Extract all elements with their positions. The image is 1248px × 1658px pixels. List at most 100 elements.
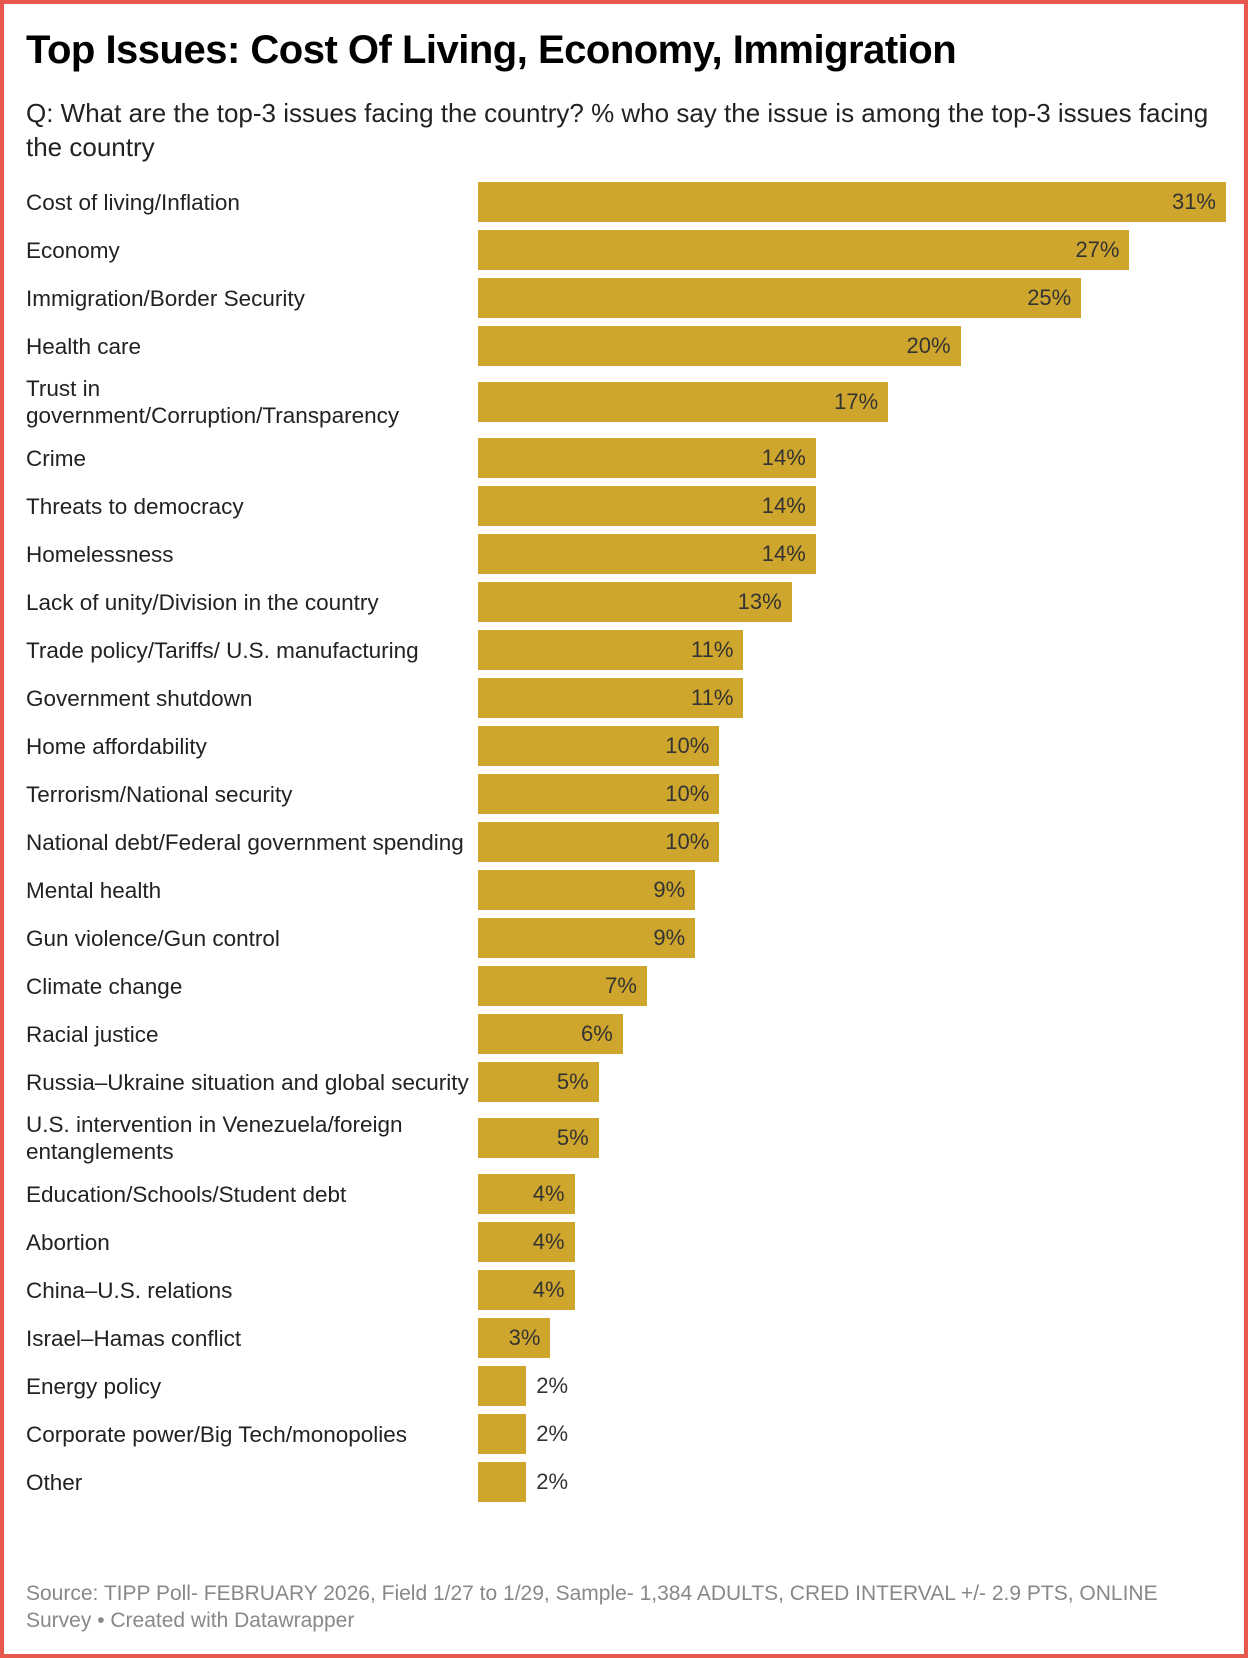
value-label: 2% <box>536 1373 569 1398</box>
value-label: 17% <box>834 389 879 414</box>
bar-track: 20% <box>478 326 1226 366</box>
bar-track: 31% <box>478 182 1226 222</box>
chart-subtitle: Q: What are the top-3 issues facing the … <box>26 98 1209 162</box>
bar-row: Racial justice 6% <box>26 1014 1226 1054</box>
category-label: Threats to democracy <box>26 493 244 519</box>
bar-track: 9% <box>478 870 1226 910</box>
bar <box>478 382 889 422</box>
bar <box>478 870 696 910</box>
category-label: Health care <box>26 333 142 359</box>
bar <box>478 1174 575 1214</box>
bar <box>478 278 1082 318</box>
value-label: 14% <box>761 445 806 470</box>
bar <box>478 1062 599 1102</box>
bar <box>478 630 744 670</box>
value-label: 5% <box>556 1125 589 1150</box>
category-label: Lack of unity/Division in the country <box>26 589 379 615</box>
category-label: Homelessness <box>26 541 174 567</box>
bar-row: Homelessness 14% <box>26 534 1226 574</box>
bar-track: 9% <box>478 918 1226 958</box>
category-label: Mental health <box>26 877 162 903</box>
bar-row: Lack of unity/Division in the country 13% <box>26 582 1226 622</box>
bar-track: 10% <box>478 822 1226 862</box>
bar-track: 7% <box>478 966 1226 1006</box>
bar <box>478 918 696 958</box>
bar-track: 4% <box>478 1270 1226 1310</box>
category-label: Trust in government/Corruption/Transpare… <box>26 376 400 428</box>
bar <box>478 1414 527 1454</box>
bar <box>478 726 720 766</box>
category-label: Other <box>26 1469 83 1495</box>
value-label: 9% <box>653 877 686 902</box>
category-label: Racial justice <box>26 1021 159 1047</box>
bar-row: Energy policy 2% <box>26 1366 1226 1406</box>
bar-row: Education/Schools/Student debt 4% <box>26 1174 1226 1214</box>
category-label: Climate change <box>26 973 183 999</box>
value-label: 5% <box>556 1069 589 1094</box>
bar-track: 4% <box>478 1222 1226 1262</box>
value-label: 3% <box>508 1325 541 1350</box>
bar <box>478 774 720 814</box>
bar <box>478 326 961 366</box>
category-label: Trade policy/Tariffs/ U.S. manufacturing <box>26 637 419 663</box>
value-label: 10% <box>665 781 710 806</box>
bar-row: Economy 27% <box>26 230 1226 270</box>
bar-track: 27% <box>478 230 1226 270</box>
bar-row: Israel–Hamas conflict 3% <box>26 1318 1226 1358</box>
category-label: Israel–Hamas conflict <box>26 1325 242 1351</box>
bar-row: Government shutdown 11% <box>26 678 1226 718</box>
bar-row: Terrorism/National security 10% <box>26 774 1226 814</box>
bar-track: 25% <box>478 278 1226 318</box>
value-label: 14% <box>761 541 806 566</box>
value-label: 2% <box>536 1421 569 1446</box>
category-label: Corporate power/Big Tech/monopolies <box>26 1421 408 1447</box>
bar-track: 14% <box>478 438 1226 478</box>
bar <box>478 966 647 1006</box>
bar-row: Cost of living/Inflation 31% <box>26 182 1226 222</box>
value-label: 25% <box>1027 285 1072 310</box>
value-label: 11% <box>691 637 734 662</box>
category-label: Government shutdown <box>26 685 253 711</box>
value-label: 7% <box>605 973 637 998</box>
bar-track: 14% <box>478 486 1226 526</box>
bar <box>478 1014 623 1054</box>
bar-row: Home affordability 10% <box>26 726 1226 766</box>
bar-track: 11% <box>478 678 1226 718</box>
bar-track: 14% <box>478 534 1226 574</box>
bar-track: 2% <box>478 1366 1226 1406</box>
value-label: 10% <box>665 733 710 758</box>
bar-chart: Cost of living/Inflation 31% Economy 27% Imm… <box>26 182 1226 1510</box>
category-label: U.S. intervention in Venezuela/foreign e… <box>26 1112 403 1164</box>
bar-track: 5% <box>478 1062 1226 1102</box>
value-label: 9% <box>653 925 686 950</box>
bar-row: Immigration/Border Security 25% <box>26 278 1226 318</box>
source-footer: Source: TIPP Poll- FEBRUARY 2026, Field … <box>26 1582 1158 1632</box>
category-label: Cost of living/Inflation <box>26 189 240 215</box>
value-label: 14% <box>761 493 806 518</box>
bar-track: 5% <box>478 1118 1226 1158</box>
value-label: 2% <box>536 1469 569 1494</box>
bar-row: National debt/Federal government spendin… <box>26 822 1226 862</box>
bar-track: 2% <box>478 1414 1226 1454</box>
bar <box>478 1118 599 1158</box>
bar <box>478 1270 575 1310</box>
category-label: Energy policy <box>26 1373 162 1399</box>
bar-row: Climate change 7% <box>26 966 1226 1006</box>
bar-row: Other 2% <box>26 1462 1226 1502</box>
bar <box>478 1366 527 1406</box>
bar <box>478 582 792 622</box>
value-label: 31% <box>1171 189 1216 214</box>
bar-row: Corporate power/Big Tech/monopolies 2% <box>26 1414 1226 1454</box>
value-label: 13% <box>737 589 782 614</box>
category-label: Abortion <box>26 1229 110 1255</box>
bar <box>478 1462 527 1502</box>
value-label: 11% <box>691 685 734 710</box>
category-label: Crime <box>26 445 86 471</box>
category-label: Education/Schools/Student debt <box>26 1181 347 1207</box>
bar-row: Trust in government/Corruption/Transpare… <box>26 374 1226 430</box>
bar-row: Trade policy/Tariffs/ U.S. manufacturing… <box>26 630 1226 670</box>
bar <box>478 486 816 526</box>
bar-track: 11% <box>478 630 1226 670</box>
value-label: 4% <box>532 1277 565 1302</box>
category-label: Economy <box>26 237 120 263</box>
